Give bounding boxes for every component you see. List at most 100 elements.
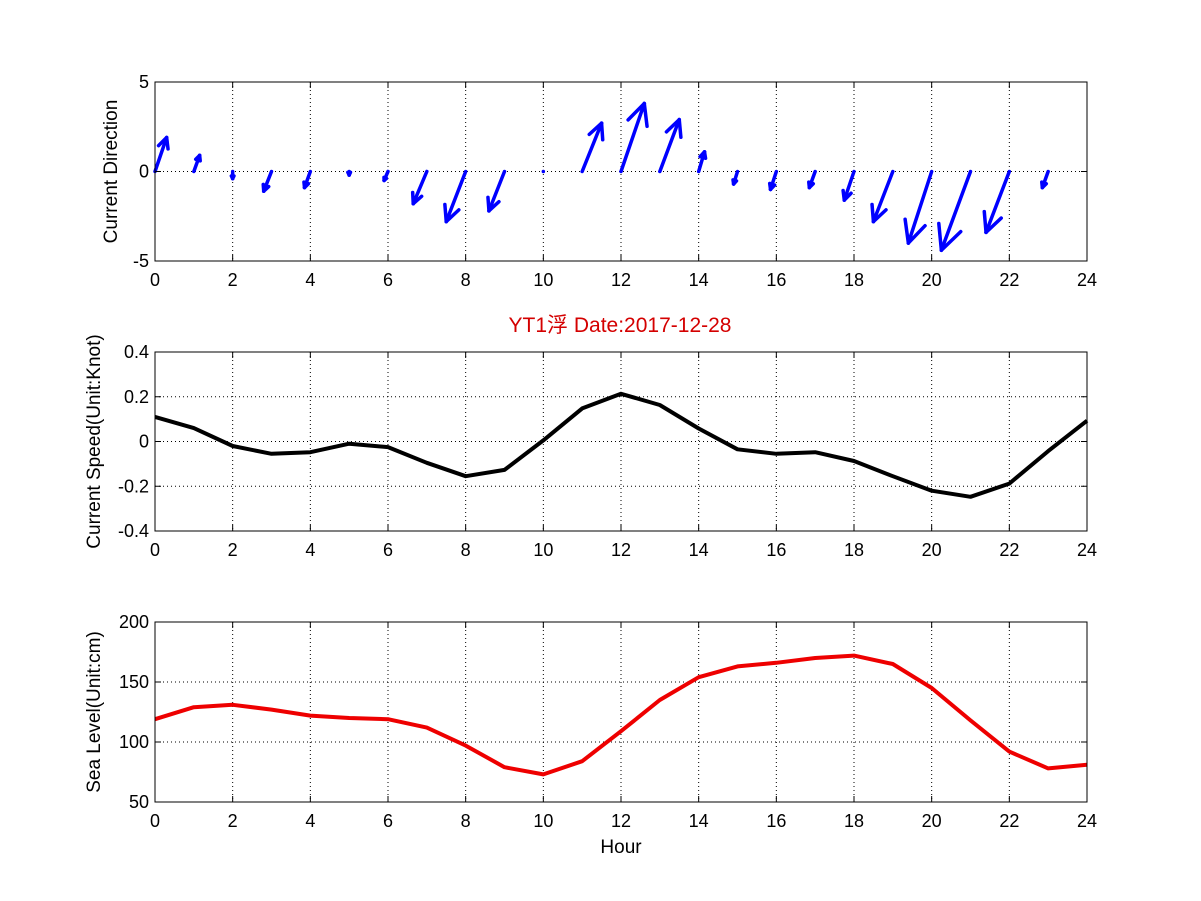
arrow-head <box>164 135 170 151</box>
arrow-shaft <box>580 121 604 174</box>
arrow-head <box>1040 180 1045 190</box>
line-panel-current-speed: 0 2 4 6 8 10 12 14 16 18 20 22 24-0.4-0.200.20.4Curr… <box>84 334 1097 560</box>
arrow-head <box>677 117 683 140</box>
x-tick-label: 2 <box>228 811 238 831</box>
y-axis-label: Current Direction <box>101 100 122 244</box>
x-tick-label: 0 <box>150 540 160 560</box>
arrow-shaft <box>444 169 468 224</box>
x-tick-label: 0 <box>150 270 160 290</box>
arrow-head <box>870 202 876 224</box>
current-arrow <box>731 169 740 186</box>
current-arrow <box>346 169 353 177</box>
y-tick-label: 50 <box>129 792 149 812</box>
y-tick-label: 5 <box>139 72 149 92</box>
current-arrow <box>410 169 429 206</box>
current-arrow <box>153 135 170 174</box>
x-tick-label: 8 <box>461 270 471 290</box>
y-axis-label: Current Speed(Unit:Knot) <box>84 334 105 548</box>
x-tick-label: 10 <box>533 270 553 290</box>
x-tick-label: 16 <box>766 811 786 831</box>
arrow-head <box>587 121 604 137</box>
y-tick-label: 150 <box>119 672 149 692</box>
current-arrow <box>229 169 236 181</box>
arrow-shaft <box>658 117 681 174</box>
arrow-head <box>937 221 944 253</box>
arrow-head <box>346 170 351 177</box>
x-tick-label: 6 <box>383 270 393 290</box>
y-tick-label: -0.2 <box>118 476 149 496</box>
current-arrow <box>937 169 973 253</box>
arrow-head <box>767 181 773 192</box>
current-arrow <box>1040 169 1050 190</box>
current-arrow <box>580 121 605 174</box>
x-tick-label: 24 <box>1077 270 1097 290</box>
arrow-shaft <box>842 169 856 202</box>
x-tick-label: 12 <box>611 811 631 831</box>
x-axis-label: Hour <box>600 837 642 858</box>
arrow-head <box>443 202 448 224</box>
x-tick-label: 20 <box>922 811 942 831</box>
x-tick-label: 8 <box>461 540 471 560</box>
arrow-head <box>626 101 647 122</box>
arrow-shaft <box>984 169 1012 235</box>
x-tick-label: 6 <box>383 811 393 831</box>
x-tick-label: 14 <box>689 811 709 831</box>
arrow-head <box>731 178 736 186</box>
arrow-head <box>444 208 461 224</box>
arrow-shaft <box>487 169 507 213</box>
current-arrow <box>658 117 683 174</box>
arrow-head <box>486 195 491 213</box>
arrow-head <box>871 208 888 224</box>
x-tick-label: 24 <box>1077 811 1097 831</box>
arrow-head <box>197 153 202 163</box>
current-arrow <box>382 169 390 183</box>
arrow-shaft <box>619 101 647 174</box>
y-tick-label: 0.2 <box>124 387 149 407</box>
x-tick-label: 4 <box>305 270 315 290</box>
current-arrow <box>982 169 1012 235</box>
x-tick-label: 16 <box>766 540 786 560</box>
y-axis-label: Sea Level(Unit:cm) <box>84 631 105 793</box>
arrow-shaft <box>906 169 934 245</box>
arrow-head <box>939 229 963 253</box>
arrow-head <box>664 117 681 134</box>
arrow-head <box>841 188 847 202</box>
x-tick-label: 14 <box>689 270 709 290</box>
figure-title: YT1浮 Date:2017-12-28 <box>509 314 732 337</box>
arrow-shaft <box>939 169 973 253</box>
x-tick-label: 18 <box>844 811 864 831</box>
x-tick-label: 12 <box>611 270 631 290</box>
arrow-head <box>302 180 307 190</box>
series-line <box>154 391 1089 499</box>
x-tick-label: 20 <box>922 270 942 290</box>
current-arrow <box>619 101 649 174</box>
x-tick-label: 8 <box>461 811 471 831</box>
current-arrow <box>903 169 934 245</box>
current-arrow <box>443 169 468 224</box>
arrow-head <box>702 150 708 161</box>
x-tick-label: 10 <box>533 811 553 831</box>
x-tick-label: 16 <box>766 270 786 290</box>
x-tick-label: 4 <box>305 811 315 831</box>
current-arrow <box>192 153 202 174</box>
x-tick-label: 20 <box>922 540 942 560</box>
y-tick-label: 0.4 <box>124 342 149 362</box>
arrow-head <box>229 174 235 181</box>
x-tick-label: 14 <box>689 540 709 560</box>
arrow-head <box>807 180 812 190</box>
x-tick-label: 0 <box>150 811 160 831</box>
current-arrow <box>261 169 274 193</box>
arrow-head <box>984 216 1003 235</box>
x-tick-label: 22 <box>999 811 1019 831</box>
current-arrow <box>870 169 895 224</box>
arrow-shaft <box>153 135 169 174</box>
x-tick-label: 10 <box>533 540 553 560</box>
x-tick-label: 22 <box>999 270 1019 290</box>
arrow-head <box>487 199 501 213</box>
current-arrow <box>486 169 507 213</box>
x-tick-label: 24 <box>1077 540 1097 560</box>
current-arrow <box>807 169 817 190</box>
